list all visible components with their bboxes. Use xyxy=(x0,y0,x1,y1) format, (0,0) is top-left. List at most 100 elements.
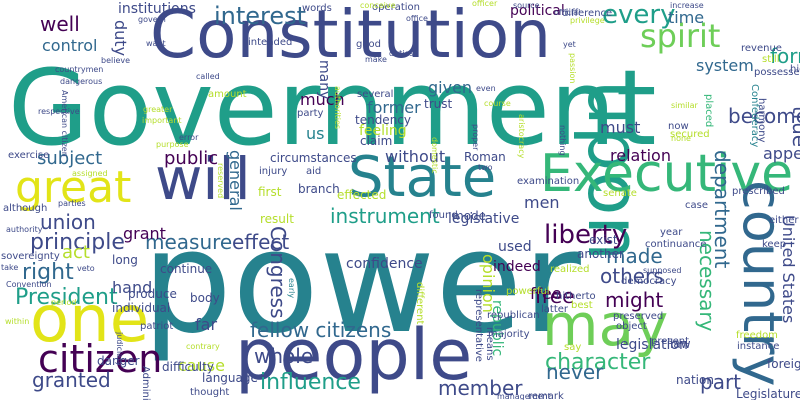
word-might: might xyxy=(605,288,664,312)
word-contrary: contrary xyxy=(186,342,220,351)
word-now: now xyxy=(668,121,689,132)
word-thought: thought xyxy=(190,387,230,398)
word-long: long xyxy=(112,253,138,267)
word-means: means xyxy=(484,327,495,361)
word-source: source xyxy=(513,1,540,10)
word-early: early xyxy=(287,278,296,299)
word-continuance: continuance xyxy=(645,239,707,250)
word-difficulty: difficulty xyxy=(162,360,214,374)
word-measure: measure xyxy=(145,230,233,254)
word-called: called xyxy=(196,72,220,81)
word-within: within xyxy=(5,317,30,326)
word-effect: effect xyxy=(232,230,290,254)
word-examination: examination xyxy=(517,176,580,187)
word-power: power xyxy=(142,200,581,365)
word-keep: keep xyxy=(762,239,787,250)
word-revenue: revenue xyxy=(741,43,782,54)
word-privilege: privilege xyxy=(570,16,605,25)
word-first: first xyxy=(258,185,282,199)
word-will: will xyxy=(155,145,251,213)
word-injury: injury xyxy=(259,166,288,177)
word-legislation: legislation xyxy=(616,337,688,353)
word-take: take xyxy=(1,263,19,272)
word-assigned: assigned xyxy=(72,169,108,178)
word-difference: difference xyxy=(562,8,613,19)
word-aid: aid xyxy=(306,166,322,177)
word-nation: nation xyxy=(676,373,714,387)
word-best: best xyxy=(571,300,593,311)
word-feeling: feeling xyxy=(359,123,407,139)
word-present: present xyxy=(651,336,690,347)
word-men: men xyxy=(524,193,560,212)
word-claim: claim xyxy=(360,134,393,148)
word-principle: principle xyxy=(30,230,125,255)
word-although: although xyxy=(3,203,48,214)
word-american-citizen: American citizen xyxy=(60,90,69,157)
word-duties: duties xyxy=(389,49,414,58)
word-language: language xyxy=(202,371,258,385)
word-powerful: powerful xyxy=(506,286,550,297)
word-right: right xyxy=(22,260,74,285)
word-system: system xyxy=(696,56,754,75)
word-yet: yet xyxy=(563,40,576,49)
word-subject: subject xyxy=(37,148,103,169)
word-institutions: institutions xyxy=(118,1,196,17)
word-preserved: preserved xyxy=(613,311,664,322)
word-legislature: Legislature xyxy=(736,387,800,400)
word-amount: amount xyxy=(208,89,247,100)
word-high: high xyxy=(790,64,800,75)
word-law: law xyxy=(670,337,691,351)
word-year: year xyxy=(660,227,683,238)
word-much: much xyxy=(300,90,345,109)
word-remark: remark xyxy=(528,391,564,400)
word-purpose: purpose xyxy=(156,140,189,149)
word-authorities: authorities xyxy=(333,86,342,130)
word-constitution: Constitution xyxy=(150,0,552,73)
word-judiciary: judiciary xyxy=(115,332,124,367)
word-used: used xyxy=(498,239,532,255)
word-convention: Convention xyxy=(6,280,52,289)
word-similar: similar xyxy=(671,101,698,110)
word-duty: duty xyxy=(111,20,130,57)
word-part: part xyxy=(700,370,742,394)
word-hitherto: hitherto xyxy=(556,291,596,302)
word-party: party xyxy=(297,108,324,119)
word-state: State xyxy=(348,145,497,210)
word-sovereignty: sovereignty xyxy=(1,251,60,262)
word-appear: appear xyxy=(763,144,800,163)
word-instance: instance xyxy=(737,341,780,352)
word-character: character xyxy=(545,350,651,375)
word-government: Government xyxy=(8,47,657,169)
word-result: result xyxy=(260,212,294,226)
word-given: given xyxy=(428,78,473,97)
word-far: far xyxy=(195,315,218,334)
word-public: public xyxy=(164,148,219,169)
word-many: many xyxy=(316,60,332,100)
word-legislative: legislative xyxy=(448,211,520,227)
word-several: several xyxy=(357,89,394,100)
word-whole: whole xyxy=(254,344,314,368)
word-exist: exist xyxy=(589,233,618,247)
word-nothing: nothing xyxy=(558,125,567,156)
word-latter: latter xyxy=(541,304,569,315)
word-placed: placed xyxy=(703,94,714,128)
word-different: different xyxy=(414,282,425,325)
word-never: never xyxy=(546,360,604,384)
word-democracy: democracy xyxy=(621,276,677,287)
word-object: object xyxy=(616,321,647,332)
word-true: true xyxy=(788,106,800,148)
word-parties: parties xyxy=(58,199,86,208)
word-indeed: indeed xyxy=(493,259,541,275)
word-interest: interest xyxy=(214,2,307,30)
word-former: former xyxy=(367,98,421,117)
word-effected: effected xyxy=(337,188,387,202)
word-grant: grant xyxy=(123,224,166,243)
word-exercise: exercise xyxy=(8,150,50,161)
word-danger: danger xyxy=(97,354,140,368)
word-want: want xyxy=(146,39,166,48)
word-general: general xyxy=(226,150,245,211)
word-officer: officer xyxy=(472,0,498,8)
word-countrymen: countrymen xyxy=(55,65,104,74)
word-influence: influence xyxy=(260,370,361,395)
word-control: control xyxy=(42,36,98,55)
